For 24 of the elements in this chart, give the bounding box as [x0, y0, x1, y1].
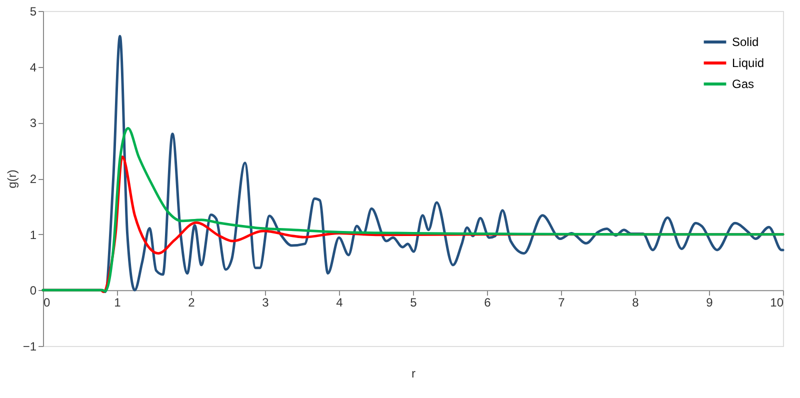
y-axis-title: g(r) — [4, 170, 19, 188]
y-tick-label: 5 — [30, 4, 37, 18]
x-axis-title: r — [412, 366, 416, 380]
legend-label: Gas — [732, 77, 754, 91]
x-tick-label: 1 — [114, 296, 122, 310]
y-tick-label: 4 — [30, 60, 37, 74]
y-tick-label: 0 — [30, 284, 37, 298]
x-tick-label: 4 — [336, 296, 344, 310]
y-tick-label: 3 — [30, 116, 37, 130]
x-tick-label: 3 — [262, 296, 270, 310]
y-tick-label: 2 — [30, 172, 37, 186]
x-tick-label: 0 — [44, 296, 50, 310]
legend-label: Liquid — [732, 56, 764, 70]
x-tick-label: 2 — [188, 296, 196, 310]
x-tick-label: 10 — [770, 296, 784, 310]
y-tick-label: 1 — [30, 228, 37, 242]
y-tick-label: −1 — [22, 340, 37, 354]
line-series — [42, 127, 784, 293]
x-tick-label: 6 — [484, 296, 492, 310]
x-tick-label: 9 — [706, 296, 714, 310]
legend-label: Solid — [732, 35, 759, 49]
x-tick-label: 5 — [410, 296, 418, 310]
x-tick-label: 8 — [632, 296, 640, 310]
x-tick-label: 7 — [558, 296, 566, 310]
